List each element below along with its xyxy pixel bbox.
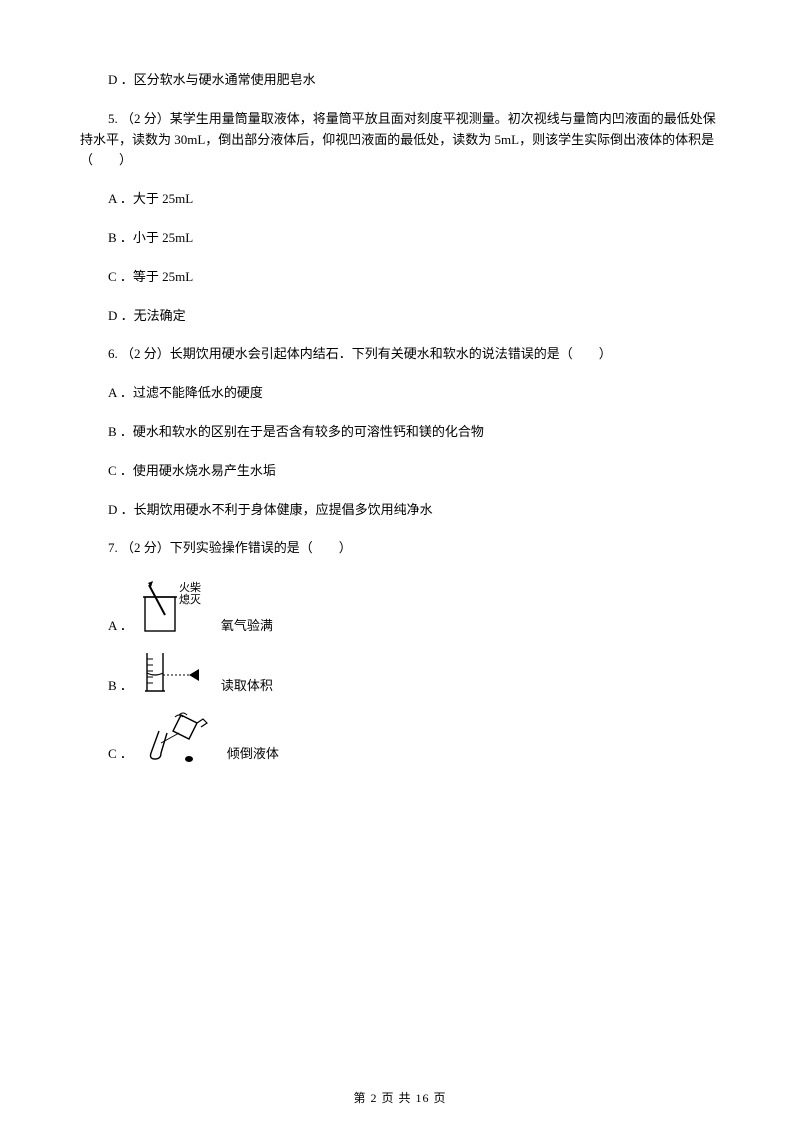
- q7-option-a-diagram: 火柴 熄灭: [139, 577, 211, 637]
- q5-option-a: A ．大于 25mL: [80, 189, 720, 210]
- q5-option-d: D ．无法确定: [80, 306, 720, 327]
- q7-option-c-prefix: C ．: [108, 744, 133, 765]
- q6-option-a: A ．过滤不能降低水的硬度: [80, 383, 720, 404]
- q7-option-b-diagram: [139, 649, 211, 697]
- q7a-text1: 火柴: [179, 580, 201, 594]
- q5-stem: 5. （2 分）某学生用量筒量取液体，将量筒平放且面对刻度平视测量。初次视线与量…: [80, 109, 720, 171]
- page-footer: 第 2 页 共 16 页: [0, 1089, 800, 1108]
- q6-option-b: B ．硬水和软水的区别在于是否含有较多的可溶性钙和镁的化合物: [80, 422, 720, 443]
- q7-option-b-row: B ． 读取体积: [80, 649, 720, 697]
- q4-option-d: D ．区分软水与硬水通常使用肥皂水: [80, 70, 720, 91]
- q7-option-a-row: A ． 火柴 熄灭 氧气验满: [80, 577, 720, 637]
- q5-option-b: B ．小于 25mL: [80, 228, 720, 249]
- q7-stem: 7. （2 分）下列实验操作错误的是（ ）: [80, 538, 720, 559]
- q7-option-b-prefix: B ．: [108, 676, 133, 697]
- q7a-text2: 熄灭: [179, 592, 201, 606]
- q7-option-a-prefix: A ．: [108, 616, 133, 637]
- q7-option-c-label: 倾倒液体: [227, 744, 279, 765]
- q5-option-c: C ．等于 25mL: [80, 267, 720, 288]
- q7-option-c-row: C ． 倾倒液体: [80, 709, 720, 765]
- q7-option-a-label: 氧气验满: [221, 616, 273, 637]
- q7-option-b-label: 读取体积: [221, 676, 273, 697]
- q6-stem: 6. （2 分）长期饮用硬水会引起体内结石．下列有关硬水和软水的说法错误的是（ …: [80, 344, 720, 365]
- q6-option-c: C ．使用硬水烧水易产生水垢: [80, 461, 720, 482]
- q7-option-c-diagram: [139, 709, 217, 765]
- q6-option-d: D ．长期饮用硬水不利于身体健康，应提倡多饮用纯净水: [80, 500, 720, 521]
